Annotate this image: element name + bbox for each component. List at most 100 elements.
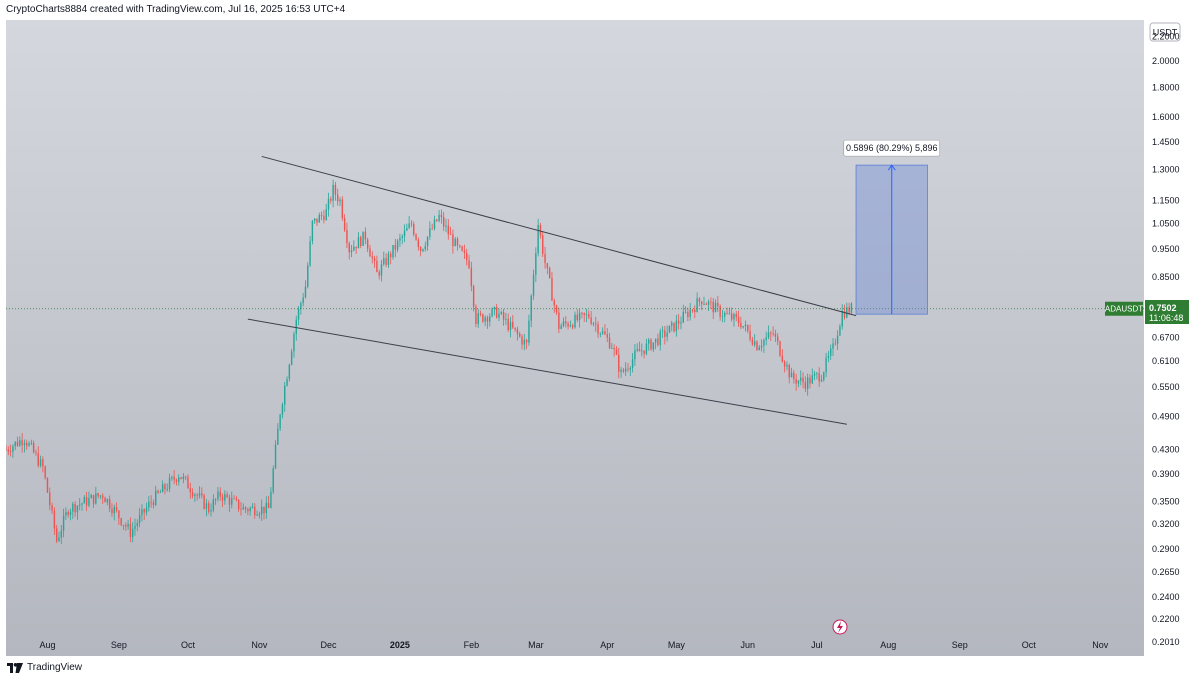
candle-body	[23, 442, 26, 446]
candle-body	[9, 451, 12, 453]
candle-body	[362, 231, 364, 246]
candle-body	[88, 498, 90, 506]
candle-body	[445, 225, 447, 227]
candle-body	[295, 319, 297, 334]
candle-body	[788, 364, 790, 378]
candle-body	[26, 442, 28, 446]
candle-body	[231, 498, 233, 505]
candle-body	[459, 245, 461, 247]
candle-body	[157, 490, 159, 493]
candle-body	[710, 301, 712, 303]
candle-body	[777, 336, 779, 342]
candle-body	[394, 245, 397, 250]
tradingview-logo[interactable]: TradingView	[7, 662, 82, 673]
candle-body	[809, 377, 811, 384]
price-chart[interactable]: 0.5896 (80.29%) 5,896 ADAUSDT Aug Sep Oct No…	[6, 20, 1144, 656]
currency-label: USDT	[1153, 28, 1178, 38]
tradingview-brand: TradingView	[27, 662, 83, 673]
candle-body	[198, 493, 201, 496]
candle-body	[53, 510, 56, 529]
candle-body	[800, 377, 802, 381]
candle-body	[104, 497, 106, 503]
trendline-upper[interactable]	[261, 155, 857, 317]
candle-body	[173, 476, 175, 480]
candle-body	[756, 341, 758, 350]
candle-body	[387, 253, 390, 265]
candle-body	[212, 499, 215, 511]
currency-button[interactable]: USDT	[1149, 22, 1181, 42]
candle-body	[535, 253, 537, 275]
price-tick-label: 0.3900	[1152, 469, 1180, 479]
price-scale[interactable]: USDT 2.2000 2.0000 1.8000 1.6000 1.4500 1.300…	[1144, 20, 1200, 656]
candle-body	[46, 477, 49, 493]
candle-body	[284, 385, 286, 405]
price-tick-label: 0.2650	[1152, 567, 1180, 577]
candle-body	[827, 355, 830, 358]
candle-body	[214, 499, 217, 500]
candle-body	[505, 318, 507, 320]
candle-body	[217, 491, 219, 500]
candle-body	[150, 501, 152, 503]
candle-body	[802, 377, 804, 383]
candle-body	[588, 314, 590, 318]
candle-body	[196, 494, 198, 496]
candle-body	[265, 502, 268, 514]
lightning-icon[interactable]	[832, 619, 848, 635]
candle-body	[574, 314, 576, 328]
candle-body	[767, 332, 770, 338]
candle-body	[673, 322, 675, 332]
candle-body	[12, 446, 14, 452]
price-tick-label: 0.3200	[1152, 519, 1180, 529]
candle-body	[836, 335, 839, 344]
countdown-value: 11:06:48	[1149, 313, 1183, 323]
candle-body	[366, 239, 369, 249]
candle-body	[32, 443, 35, 453]
candle-body	[65, 512, 67, 516]
candle-body	[118, 510, 120, 519]
candle-body	[765, 337, 767, 340]
candle-body	[341, 199, 344, 219]
candle-body	[415, 234, 417, 240]
candle-body	[360, 236, 362, 246]
candle-body	[7, 449, 10, 452]
candle-body	[618, 354, 620, 372]
candle-body	[166, 488, 168, 490]
candle-body	[843, 310, 846, 318]
candle-body	[846, 307, 848, 318]
last-price-value: 0.7502	[1149, 303, 1177, 313]
price-tick-label: 0.2900	[1152, 544, 1180, 554]
candle-body	[353, 246, 355, 251]
candle-body	[747, 324, 749, 332]
trendline-lower[interactable]	[247, 318, 847, 425]
candle-body	[760, 345, 763, 348]
candle-body	[664, 330, 666, 337]
candle-body	[403, 230, 406, 237]
candle-body	[518, 333, 521, 337]
candle-body	[581, 312, 583, 314]
time-tick-label: Dec	[321, 640, 338, 650]
candle-body	[744, 324, 747, 327]
candle-body	[721, 316, 724, 318]
candle-body	[194, 494, 196, 497]
candle-body	[164, 484, 166, 490]
candle-body	[58, 537, 60, 542]
candle-body	[145, 507, 148, 513]
candle-body	[463, 250, 466, 253]
range-annotation[interactable]: 0.5896 (80.29%) 5,896 ADAUSDT	[843, 139, 1143, 316]
candle-body	[657, 338, 659, 346]
candle-body	[509, 321, 512, 330]
candle-body	[491, 309, 493, 317]
candle-body	[155, 490, 157, 505]
candle-body	[703, 303, 705, 305]
time-tick-label: 2025	[390, 640, 410, 650]
candle-body	[309, 241, 311, 266]
candle-body	[512, 321, 514, 328]
time-tick-label: Jul	[811, 640, 823, 650]
candle-body	[99, 495, 102, 497]
candle-body	[274, 444, 277, 469]
candle-body	[525, 339, 528, 343]
candle-body	[597, 324, 599, 334]
candle-body	[820, 379, 823, 382]
candle-body	[92, 495, 95, 504]
candle-body	[694, 309, 696, 312]
